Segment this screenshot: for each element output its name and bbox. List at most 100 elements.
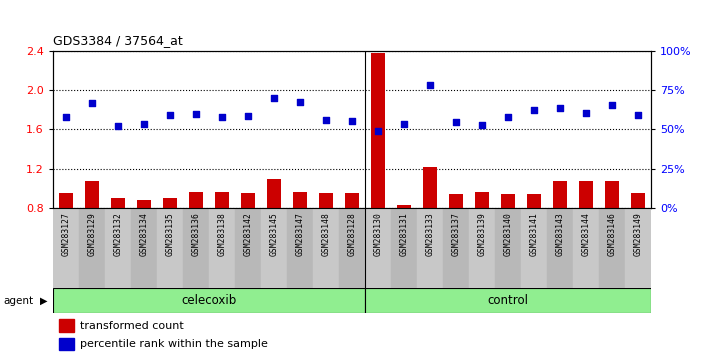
Bar bbox=[579, 181, 593, 208]
Bar bbox=[371, 53, 385, 208]
Bar bbox=[287, 208, 313, 288]
Bar bbox=[215, 193, 229, 208]
Text: GSM283142: GSM283142 bbox=[244, 212, 253, 256]
Bar bbox=[105, 208, 131, 288]
Text: GSM283140: GSM283140 bbox=[503, 212, 513, 256]
Bar bbox=[417, 208, 443, 288]
Bar bbox=[53, 288, 365, 313]
Bar bbox=[58, 193, 73, 208]
Text: GSM283135: GSM283135 bbox=[165, 212, 175, 256]
Point bbox=[86, 100, 97, 105]
Text: agent: agent bbox=[4, 296, 34, 306]
Bar bbox=[339, 208, 365, 288]
Point bbox=[607, 102, 618, 108]
Bar bbox=[59, 338, 74, 350]
Text: GSM283148: GSM283148 bbox=[322, 212, 330, 256]
Bar bbox=[163, 198, 177, 208]
Text: GSM283137: GSM283137 bbox=[451, 212, 460, 256]
Point bbox=[138, 122, 149, 127]
Bar bbox=[527, 194, 541, 208]
Text: GSM283127: GSM283127 bbox=[61, 212, 70, 256]
Point bbox=[633, 112, 644, 118]
Text: GSM283144: GSM283144 bbox=[582, 212, 591, 256]
Point bbox=[60, 114, 71, 119]
Point bbox=[529, 107, 540, 113]
Point bbox=[242, 113, 253, 119]
Bar bbox=[423, 167, 437, 208]
Point bbox=[294, 99, 306, 105]
Bar bbox=[501, 194, 515, 208]
Bar bbox=[345, 193, 359, 208]
Point bbox=[451, 119, 462, 124]
Point bbox=[425, 82, 436, 88]
Bar bbox=[625, 208, 651, 288]
Bar bbox=[235, 208, 261, 288]
Bar bbox=[59, 319, 74, 332]
Bar bbox=[365, 288, 651, 313]
Text: GSM283147: GSM283147 bbox=[296, 212, 304, 256]
Bar bbox=[365, 208, 391, 288]
Bar bbox=[599, 208, 625, 288]
Text: GDS3384 / 37564_at: GDS3384 / 37564_at bbox=[53, 34, 182, 47]
Bar bbox=[183, 208, 209, 288]
Text: GSM283132: GSM283132 bbox=[113, 212, 122, 256]
Text: GSM283146: GSM283146 bbox=[608, 212, 617, 256]
Bar bbox=[157, 208, 183, 288]
Point bbox=[346, 118, 358, 123]
Bar bbox=[84, 181, 99, 208]
Bar bbox=[131, 208, 157, 288]
Bar bbox=[521, 208, 547, 288]
Point bbox=[503, 114, 514, 119]
Text: GSM283145: GSM283145 bbox=[270, 212, 279, 256]
Bar bbox=[293, 193, 307, 208]
Bar bbox=[137, 200, 151, 208]
Bar bbox=[267, 179, 281, 208]
Text: control: control bbox=[488, 294, 529, 307]
Bar bbox=[319, 193, 333, 208]
Text: GSM283131: GSM283131 bbox=[400, 212, 408, 256]
Text: percentile rank within the sample: percentile rank within the sample bbox=[80, 339, 268, 349]
Point bbox=[477, 122, 488, 128]
Point bbox=[555, 105, 566, 110]
Bar bbox=[53, 208, 79, 288]
Text: GSM283138: GSM283138 bbox=[218, 212, 227, 256]
Text: transformed count: transformed count bbox=[80, 320, 184, 331]
Bar bbox=[189, 193, 203, 208]
Point bbox=[190, 111, 201, 116]
Bar bbox=[469, 208, 495, 288]
Bar bbox=[391, 208, 417, 288]
Bar bbox=[495, 208, 521, 288]
Point bbox=[216, 114, 227, 119]
Text: ▶: ▶ bbox=[40, 296, 48, 306]
Bar bbox=[631, 193, 646, 208]
Text: GSM283141: GSM283141 bbox=[529, 212, 539, 256]
Point bbox=[112, 124, 123, 129]
Point bbox=[320, 117, 332, 122]
Text: celecoxib: celecoxib bbox=[181, 294, 237, 307]
Bar bbox=[443, 208, 469, 288]
Bar bbox=[261, 208, 287, 288]
Point bbox=[164, 112, 175, 118]
Text: GSM283149: GSM283149 bbox=[634, 212, 643, 256]
Text: GSM283134: GSM283134 bbox=[139, 212, 149, 256]
Bar bbox=[79, 208, 105, 288]
Bar bbox=[313, 208, 339, 288]
Bar bbox=[605, 181, 620, 208]
Text: GSM283139: GSM283139 bbox=[477, 212, 486, 256]
Point bbox=[372, 129, 384, 134]
Bar bbox=[111, 198, 125, 208]
Text: GSM283129: GSM283129 bbox=[87, 212, 96, 256]
Bar bbox=[547, 208, 573, 288]
Text: GSM283136: GSM283136 bbox=[191, 212, 201, 256]
Text: GSM283128: GSM283128 bbox=[348, 212, 356, 256]
Text: GSM283143: GSM283143 bbox=[555, 212, 565, 256]
Point bbox=[581, 110, 592, 115]
Bar bbox=[475, 193, 489, 208]
Point bbox=[268, 95, 279, 101]
Point bbox=[398, 122, 410, 127]
Bar bbox=[573, 208, 599, 288]
Bar bbox=[553, 181, 567, 208]
Bar bbox=[397, 205, 411, 208]
Bar bbox=[209, 208, 235, 288]
Bar bbox=[449, 194, 463, 208]
